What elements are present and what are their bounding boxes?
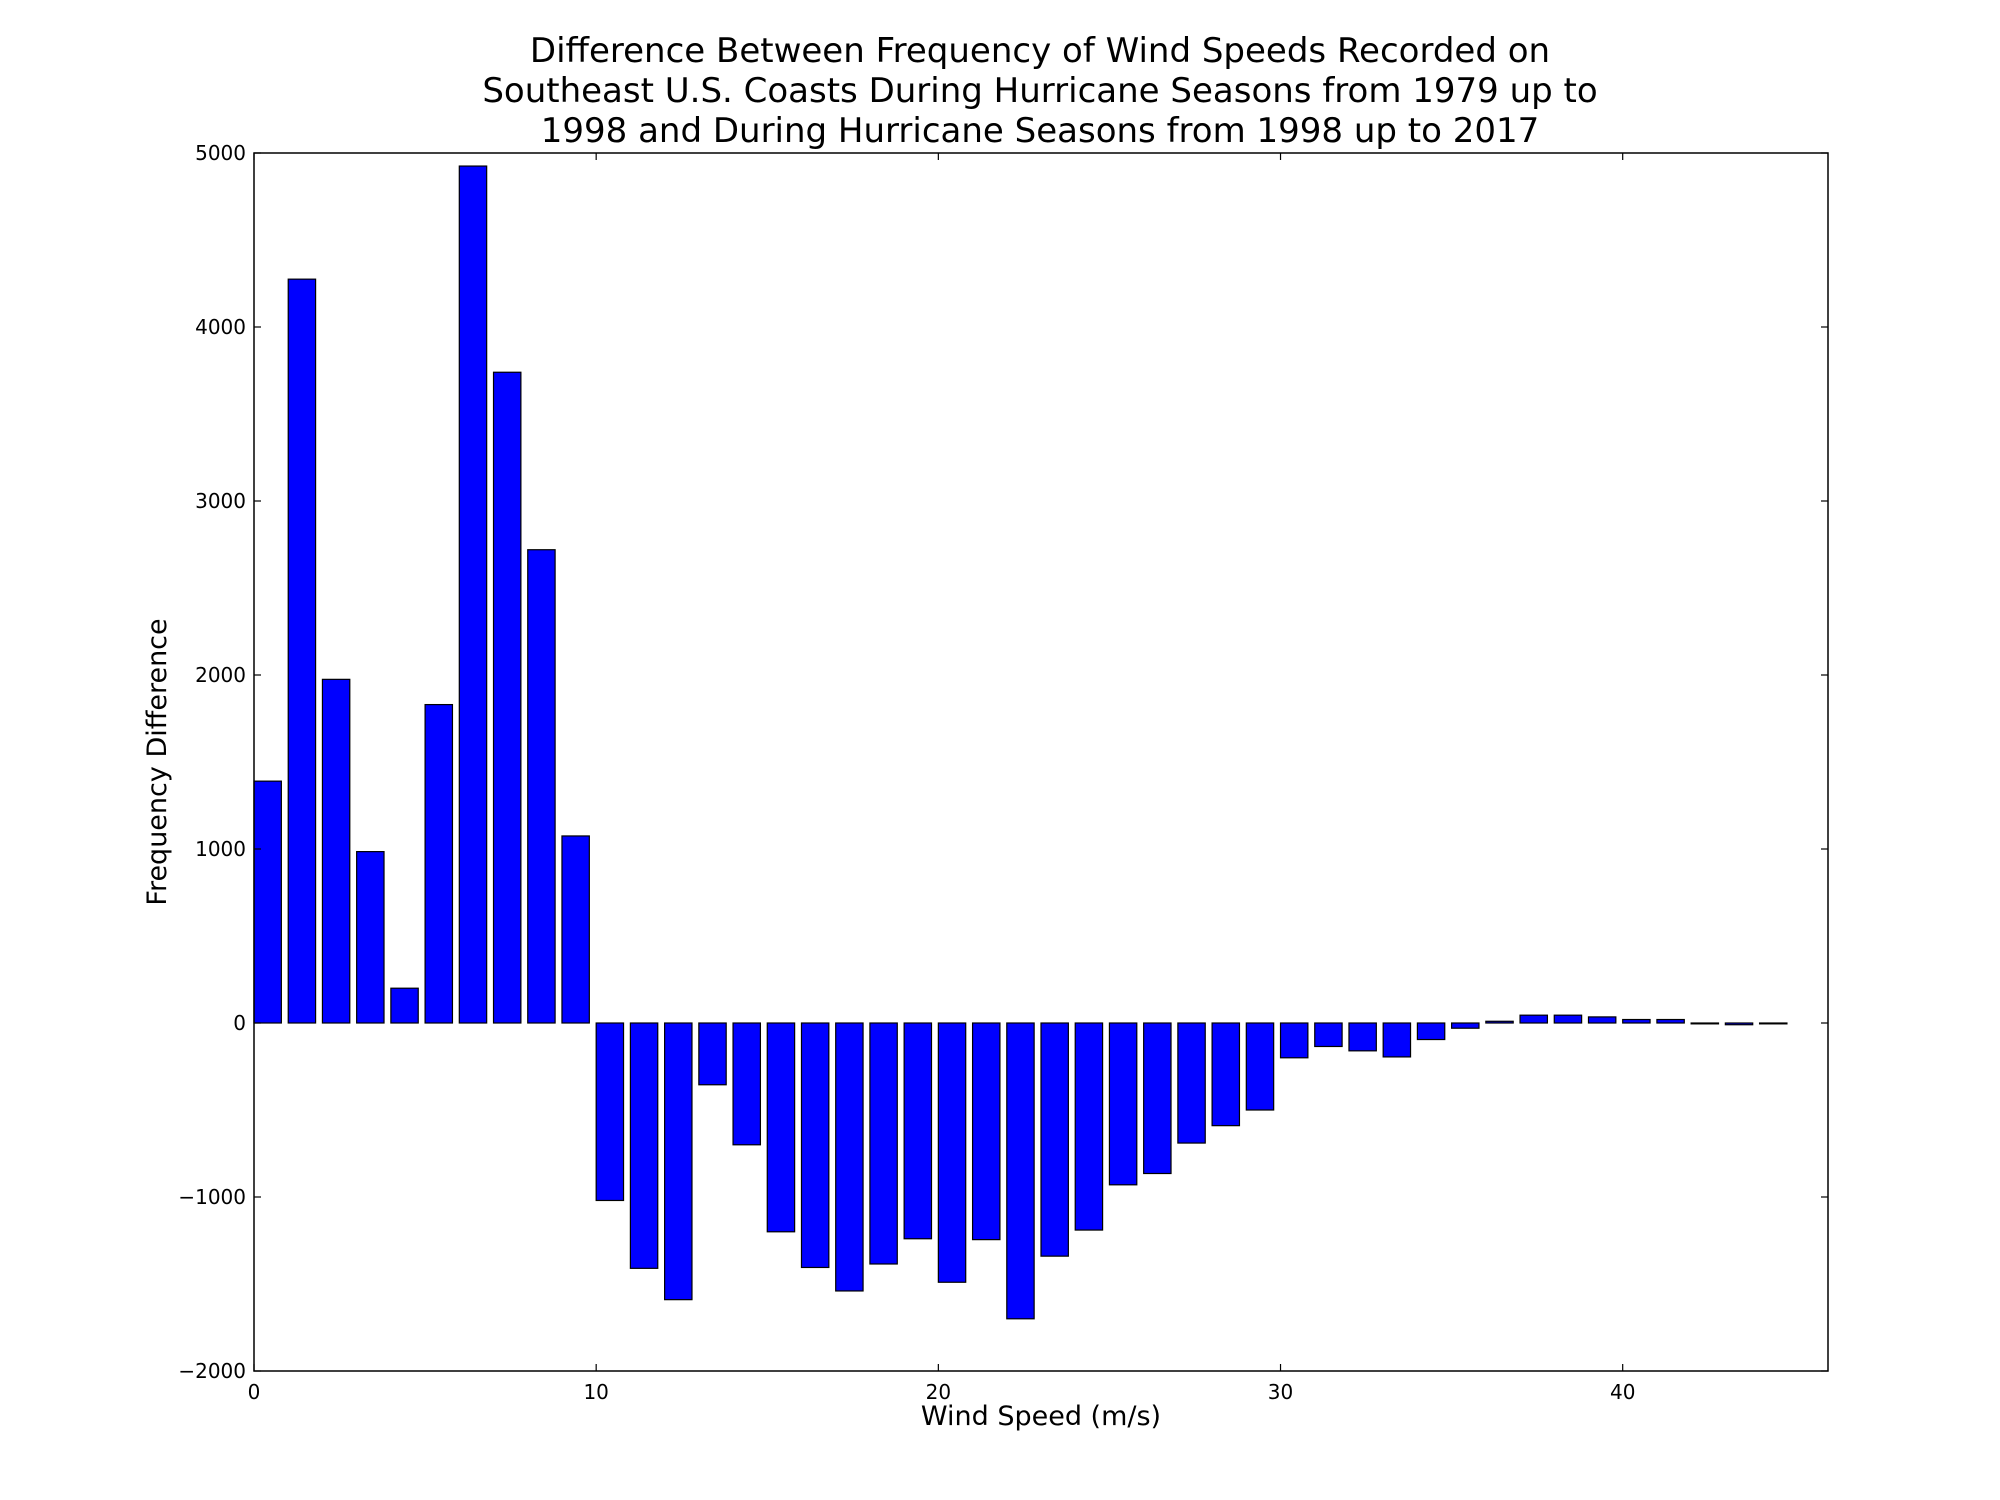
bar — [390, 987, 419, 1024]
bar — [1724, 1022, 1754, 1026]
bar — [1758, 1022, 1788, 1025]
bar — [869, 1022, 898, 1265]
bar — [321, 678, 351, 1024]
x-axis-label: Wind Speed (m/s) — [921, 1401, 1161, 1432]
bar — [1622, 1018, 1651, 1024]
bar — [1279, 1022, 1309, 1059]
bar — [1108, 1022, 1138, 1186]
bar — [1211, 1022, 1241, 1127]
bar — [1553, 1014, 1583, 1024]
bar — [1690, 1022, 1720, 1025]
x-tick-label: 0 — [248, 1380, 261, 1404]
bar — [629, 1022, 659, 1269]
bar — [766, 1022, 796, 1233]
bar — [595, 1022, 625, 1202]
bar — [1006, 1022, 1035, 1320]
y-axis-label: Frequency Difference — [142, 618, 173, 905]
bar — [1451, 1022, 1480, 1029]
bar — [1314, 1022, 1343, 1048]
bar — [356, 851, 385, 1024]
ticks-group: 0 10 20 30 40 −2000 −1000 0 1000 2000 3000 4000 5000 — [178, 141, 1828, 1404]
bar — [527, 549, 556, 1024]
bar — [732, 1022, 762, 1146]
bar — [1485, 1020, 1514, 1024]
bar — [561, 835, 590, 1024]
bar — [1245, 1022, 1275, 1111]
bar — [1177, 1022, 1206, 1144]
bar — [1382, 1022, 1412, 1058]
chart-title-line-1: Difference Between Frequency of Wind Spe… — [530, 31, 1550, 71]
bar — [1656, 1018, 1685, 1024]
x-tick-label: 20 — [926, 1380, 951, 1404]
bar — [903, 1022, 933, 1240]
bar — [800, 1022, 830, 1269]
bar — [971, 1022, 1001, 1241]
bar — [1416, 1022, 1446, 1041]
x-tick-label: 30 — [1268, 1380, 1293, 1404]
x-tick-label: 10 — [583, 1380, 608, 1404]
chart-title-line-3: 1998 and During Hurricane Seasons from 1… — [541, 111, 1540, 151]
plot-area-frame — [253, 152, 1829, 1372]
y-tick-label: 0 — [233, 1011, 246, 1035]
bar — [458, 165, 488, 1024]
bar — [492, 371, 522, 1024]
x-tick-label: 40 — [1610, 1380, 1635, 1404]
y-tick-label: −2000 — [178, 1359, 246, 1383]
bar — [1040, 1022, 1069, 1257]
bar — [424, 703, 454, 1024]
y-tick-label: 1000 — [195, 837, 246, 861]
bar — [287, 278, 317, 1024]
y-tick-label: −1000 — [178, 1185, 246, 1209]
bar — [937, 1022, 967, 1283]
bar — [1143, 1022, 1172, 1175]
bar — [835, 1022, 864, 1292]
bar — [1519, 1014, 1549, 1024]
bar — [664, 1022, 693, 1301]
chart-title-line-2: Southeast U.S. Coasts During Hurricane S… — [482, 71, 1597, 111]
bars-group — [253, 165, 1788, 1320]
bar — [1348, 1022, 1377, 1052]
bar — [253, 780, 282, 1024]
y-tick-label: 4000 — [195, 315, 246, 339]
bar — [698, 1022, 727, 1086]
y-tick-label: 3000 — [195, 489, 246, 513]
y-tick-label: 2000 — [195, 663, 246, 687]
bar — [1587, 1016, 1617, 1024]
bar — [1074, 1022, 1104, 1231]
y-tick-label: 5000 — [195, 141, 246, 165]
